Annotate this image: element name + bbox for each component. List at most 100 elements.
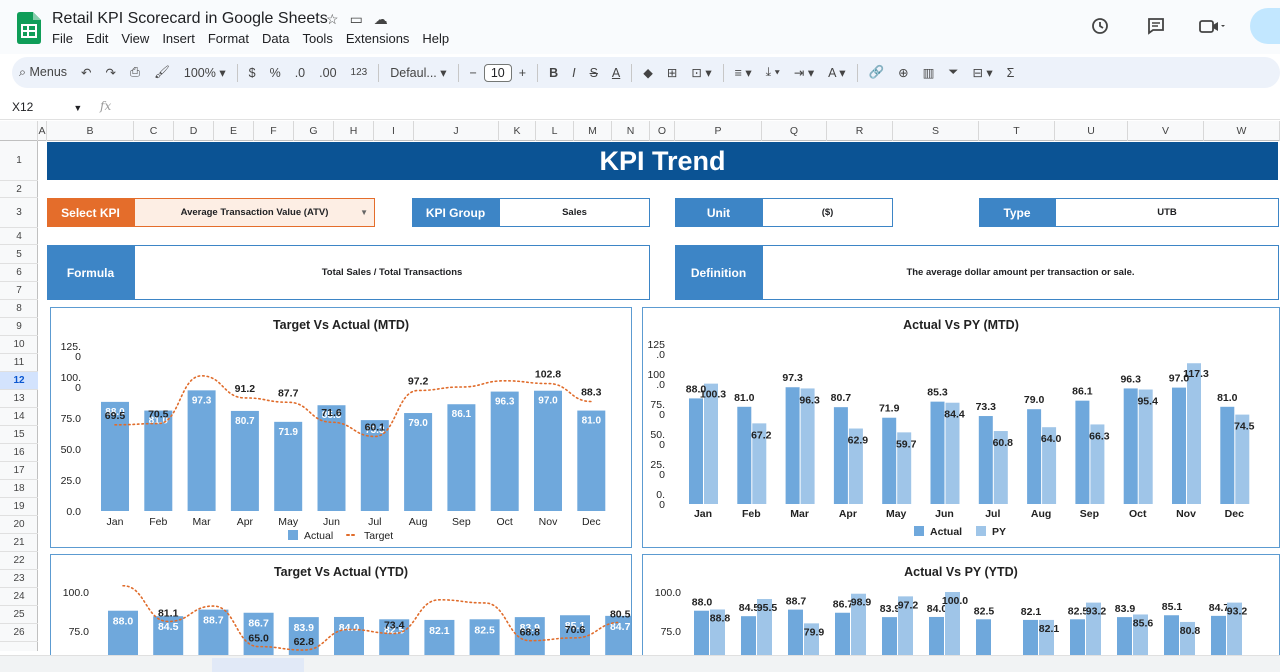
row-header-7[interactable]: 7 [0,282,38,300]
row-header-10[interactable]: 10 [0,336,38,354]
type-label[interactable]: Type [979,198,1055,227]
col-header-e[interactable]: E [214,121,254,141]
row-header-15[interactable]: 15 [0,426,38,444]
col-header-c[interactable]: C [134,121,174,141]
row-header-3[interactable]: 3 [0,198,38,228]
text-wrapping-icon[interactable]: ⇥ ▾ [793,66,815,80]
col-header-s[interactable]: S [893,121,979,141]
text-color-icon[interactable]: A [611,65,621,80]
kpi-group-label[interactable]: KPI Group [412,198,499,227]
col-header-l[interactable]: L [536,121,574,141]
chart-card-actual-vs-py-mtd[interactable]: Actual Vs PY (MTD) 0. 0 25. 0 50. 0 75. 0 100.0 1… [642,307,1280,548]
col-header-g[interactable]: G [294,121,334,141]
decrease-decimal-button[interactable]: .0 [294,65,306,80]
insert-comment-icon[interactable]: ⊕ [898,66,909,80]
row-header-5[interactable]: 5 [0,245,38,264]
functions-icon[interactable]: Σ [1006,65,1015,80]
redo-icon[interactable]: ↷ [105,66,116,80]
definition-label[interactable]: Definition [675,245,762,300]
col-header-j[interactable]: J [414,121,499,141]
col-header-u[interactable]: U [1055,121,1128,141]
row-header-26[interactable]: 26 [0,624,38,642]
row-header-2[interactable]: 2 [0,181,38,198]
row-header-21[interactable]: 21 [0,534,38,552]
row-header-12[interactable]: 12 [0,372,38,390]
col-header-w[interactable]: W [1204,121,1280,141]
vertical-align-icon[interactable]: ⤓ ▾ [765,65,780,79]
formula-value[interactable]: Total Sales / Total Transactions [134,245,650,300]
borders-icon[interactable]: ⊞ [666,66,678,80]
zoom-select[interactable]: 100% ▾ [183,66,226,80]
menu-help[interactable]: Help [422,31,450,46]
search-menus[interactable]: ⌕ Menus [12,65,74,80]
document-title[interactable]: Retail KPI Scorecard in Google Sheets [52,10,328,27]
percent-format-button[interactable]: % [269,65,281,80]
text-rotation-icon[interactable]: A ▾ [828,66,846,80]
print-icon[interactable]: ⎙ [130,65,141,79]
row-header-9[interactable]: 9 [0,318,38,336]
unit-value[interactable]: ($) [762,198,893,227]
col-header-r[interactable]: R [827,121,893,141]
bold-icon[interactable]: B [549,65,559,80]
insert-chart-icon[interactable]: ▥ [922,66,935,80]
col-header-k[interactable]: K [499,121,536,141]
currency-format-button[interactable]: $ [248,65,256,80]
menu-edit[interactable]: Edit [85,31,109,46]
row-header-24[interactable]: 24 [0,588,38,606]
comments-icon[interactable] [1138,8,1174,44]
horizontal-align-icon[interactable]: ≡ ▾ [734,66,752,80]
row-header-23[interactable]: 23 [0,570,38,588]
increase-font-size-icon[interactable]: + [518,65,527,80]
col-header-n[interactable]: N [612,121,650,141]
meet-video-icon[interactable] [1194,8,1230,44]
row-header-11[interactable]: 11 [0,354,38,372]
paint-format-icon[interactable]: 🖌 [154,65,170,79]
star-icon[interactable]: ☆ [326,11,339,27]
menu-extensions[interactable]: Extensions [345,31,410,46]
name-box[interactable]: X12 ▼ [12,100,83,114]
unit-label[interactable]: Unit [675,198,762,227]
select-kpi-dropdown[interactable]: Average Transaction Value (ATV) ▼ [134,198,375,227]
merge-cells-icon[interactable]: ⊡ ▾ [691,66,712,80]
col-header-f[interactable]: F [254,121,294,141]
decrease-font-size-icon[interactable]: − [469,65,477,80]
row-header-25[interactable]: 25 [0,606,38,624]
row-header-22[interactable]: 22 [0,552,38,570]
row-header-14[interactable]: 14 [0,408,38,426]
col-header-h[interactable]: H [334,121,374,141]
italic-icon[interactable]: I [572,65,576,80]
filter-icon[interactable]: ⏷ [948,65,959,79]
definition-value[interactable]: The average dollar amount per transactio… [762,245,1279,300]
increase-decimal-button[interactable]: .00 [319,65,337,80]
col-header-a[interactable]: A [38,121,47,141]
col-header-o[interactable]: O [650,121,675,141]
menu-data[interactable]: Data [262,31,290,46]
col-header-b[interactable]: B [47,121,134,141]
dropdown-arrow-icon[interactable]: ▼ [360,208,368,217]
menu-file[interactable]: File [52,31,73,46]
sheets-logo-icon[interactable] [17,12,41,44]
chart-card-actual-vs-py-ytd[interactable]: Actual Vs PY (YTD) 100.0 75.0 88.0 88.8 84.5… [642,554,1280,664]
cloud-status-icon[interactable]: ☁ [373,11,388,27]
col-header-v[interactable]: V [1128,121,1204,141]
type-value[interactable]: UTB [1055,198,1279,227]
font-size-input[interactable]: 10 [483,63,512,82]
move-folder-icon[interactable]: ▭ [349,11,363,27]
sheet-tab-active[interactable] [212,658,304,672]
row-header-8[interactable]: 8 [0,300,38,318]
col-header-t[interactable]: T [979,121,1055,141]
share-button[interactable] [1250,8,1280,44]
col-header-d[interactable]: D [174,121,214,141]
row-header-17[interactable]: 17 [0,462,38,480]
row-header-18[interactable]: 18 [0,480,38,498]
formula-label[interactable]: Formula [47,245,134,300]
col-header-q[interactable]: Q [762,121,827,141]
filter-views-icon[interactable]: ⊟ ▾ [972,66,993,80]
select-all-corner[interactable] [0,121,38,141]
insert-link-icon[interactable]: 🔗 [868,65,885,79]
chart-card-target-vs-actual-ytd[interactable]: Target Vs Actual (YTD) 100.0 75.0 88.0 84.5… [50,554,632,664]
version-history-icon[interactable] [1082,8,1118,44]
row-header-19[interactable]: 19 [0,498,38,516]
col-header-p[interactable]: P [675,121,762,141]
row-header-20[interactable]: 20 [0,516,38,534]
